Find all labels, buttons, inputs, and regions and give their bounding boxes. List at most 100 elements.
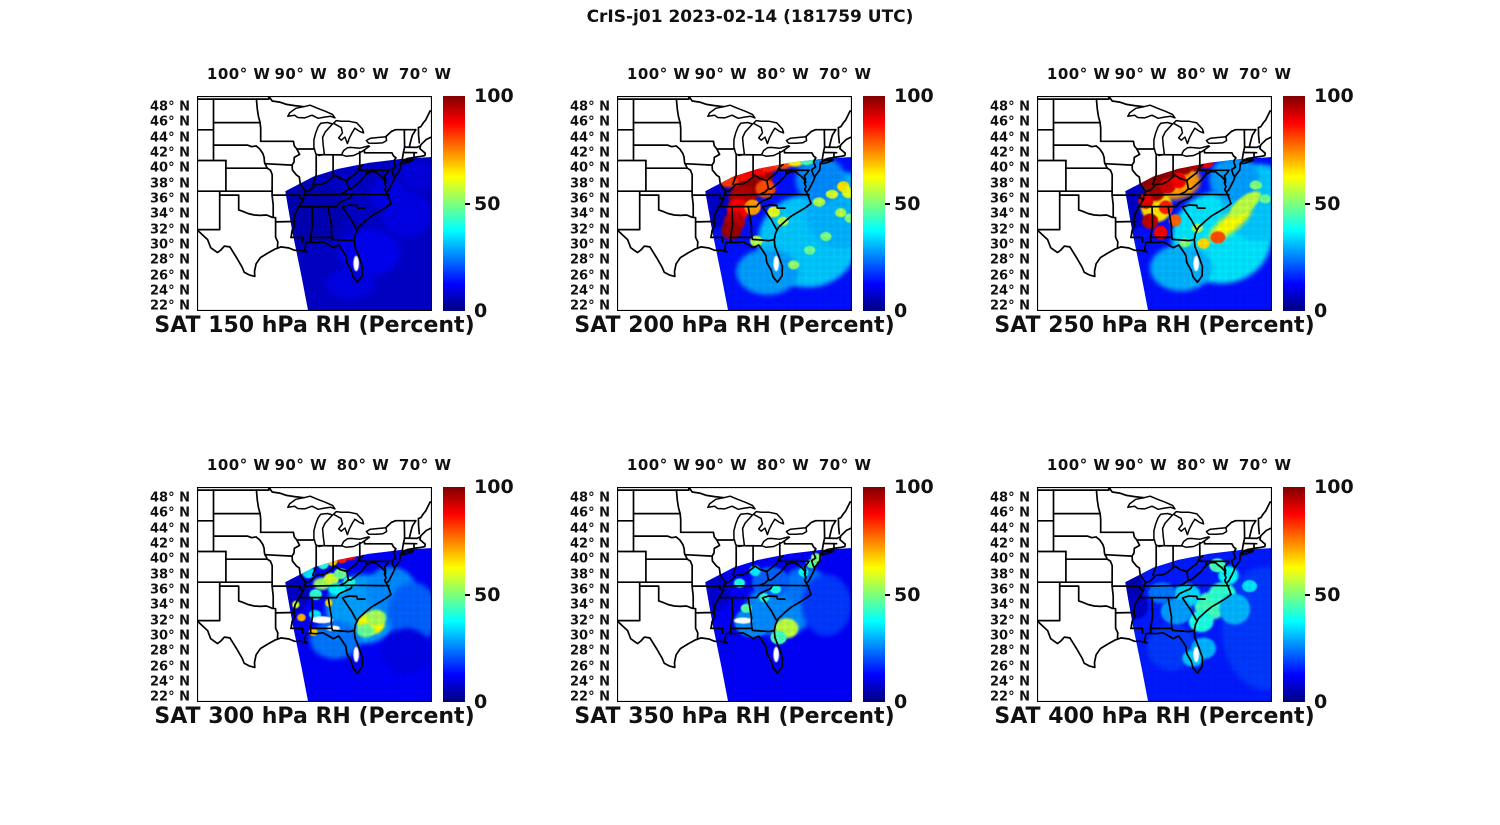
- lat-tick-label: 22° N: [570, 689, 610, 705]
- colorbar-tick-label: 50: [894, 583, 921, 606]
- rh-data-layer: [1125, 155, 1272, 311]
- colorbar-tick-label: 50: [474, 192, 501, 215]
- lat-tick-label: 22° N: [990, 689, 1030, 705]
- colorbar-tick-label: 0: [1314, 691, 1328, 713]
- lat-tick-label: 42° N: [150, 145, 190, 161]
- lon-tick-label: 100° W: [206, 456, 271, 474]
- map-frame: [617, 487, 852, 702]
- rh-data-layer: [705, 155, 852, 311]
- colorbar-mid-tick: [885, 593, 890, 596]
- map-frame: [1037, 487, 1272, 702]
- lat-tick-label: 34° N: [150, 206, 190, 222]
- colorbar-tick-label: 0: [474, 691, 488, 713]
- lat-tick-label: 24° N: [150, 674, 190, 690]
- lat-tick-label: 48° N: [150, 99, 190, 115]
- lat-tick-label: 42° N: [570, 536, 610, 552]
- rh-data-layer: [285, 155, 432, 311]
- lat-tick-label: 36° N: [990, 582, 1030, 598]
- lat-tick-label: 22° N: [150, 298, 190, 314]
- colorbar: [1283, 487, 1305, 702]
- state-borders-layer: [617, 487, 852, 675]
- colorbar-gradient: [863, 96, 885, 311]
- lat-tick-label: 44° N: [150, 521, 190, 536]
- lat-tick-label: 44° N: [990, 521, 1030, 536]
- map-panel-sat-200: 100° W 90° W 80° W 70° W 48° N 46° N 44° N 42° …: [570, 65, 934, 338]
- lat-tick-label: 24° N: [150, 283, 190, 299]
- lat-tick-label: 36° N: [990, 191, 1030, 207]
- lat-tick-label: 48° N: [990, 490, 1030, 506]
- lon-tick-label: 90° W: [1114, 456, 1168, 474]
- colorbar-mid-tick: [885, 202, 890, 205]
- lat-tick-label: 40° N: [570, 160, 610, 176]
- lat-tick-label: 28° N: [570, 252, 610, 268]
- lon-tick-label: 70° W: [1238, 65, 1292, 83]
- lat-tick-label: 30° N: [990, 628, 1030, 644]
- lat-tick-label: 30° N: [990, 237, 1030, 253]
- lat-tick-label: 26° N: [150, 268, 190, 284]
- lon-tick-label: 80° W: [1176, 65, 1230, 83]
- map-panel-sat-400: 100° W 90° W 80° W 70° W 48° N 46° N 44° N 42° …: [990, 456, 1354, 729]
- lat-tick-label: 46° N: [150, 114, 190, 130]
- panel-title-sat-350: SAT 350 hPa RH (Percent): [574, 704, 895, 729]
- map-panel-sat-250: 100° W 90° W 80° W 70° W 48° N 46° N 44° N 42° …: [990, 65, 1354, 338]
- lat-tick-label: 22° N: [150, 689, 190, 705]
- colorbar-tick-label: 50: [1314, 192, 1341, 215]
- lat-tick-label: 40° N: [990, 160, 1030, 176]
- lon-tick-label: 80° W: [336, 456, 390, 474]
- lat-tick-label: 46° N: [570, 114, 610, 130]
- lat-tick-label: 48° N: [990, 99, 1030, 115]
- state-borders-layer: [197, 487, 432, 675]
- lat-tick-label: 30° N: [570, 237, 610, 253]
- rh-map-sat-200: [617, 96, 852, 311]
- colorbar-tick-label: 100: [474, 85, 514, 107]
- panel-title-sat-150: SAT 150 hPa RH (Percent): [154, 313, 475, 338]
- colorbar-mid-tick: [465, 202, 470, 205]
- state-borders-layer: [197, 96, 432, 284]
- lat-tick-label: 32° N: [990, 613, 1030, 629]
- lat-tick-label: 46° N: [990, 114, 1030, 130]
- lon-tick-label: 70° W: [818, 65, 872, 83]
- colorbar-tick-label: 50: [894, 192, 921, 215]
- panel-title-sat-400: SAT 400 hPa RH (Percent): [994, 704, 1315, 729]
- colorbar: [863, 96, 885, 311]
- lat-tick-label: 30° N: [570, 628, 610, 644]
- lon-tick-label: 90° W: [694, 456, 748, 474]
- lat-tick-label: 44° N: [570, 130, 610, 145]
- lat-tick-label: 40° N: [990, 551, 1030, 567]
- lat-tick-label: 24° N: [570, 283, 610, 299]
- state-borders-layer: [1037, 487, 1272, 675]
- map-frame: [197, 487, 432, 702]
- map-panel-sat-300: 100° W 90° W 80° W 70° W 48° N 46° N 44° N 42° …: [150, 456, 514, 729]
- state-borders-layer: [617, 96, 852, 284]
- map-panel-sat-350: 100° W 90° W 80° W 70° W 48° N 46° N 44° N 42° …: [570, 456, 934, 729]
- colorbar-tick-label: 100: [894, 476, 934, 498]
- lat-tick-label: 34° N: [990, 206, 1030, 222]
- map-panel-sat-150: 100° W 90° W 80° W 70° W 48° N 46° N 44° N 42° …: [150, 65, 514, 338]
- lat-tick-label: 44° N: [990, 130, 1030, 145]
- lon-tick-label: 80° W: [1176, 456, 1230, 474]
- state-borders-layer: [1037, 96, 1272, 284]
- lat-tick-label: 48° N: [570, 99, 610, 115]
- colorbar-tick-label: 100: [1314, 476, 1354, 498]
- colorbar-gradient: [863, 487, 885, 702]
- lon-tick-label: 80° W: [756, 65, 810, 83]
- lat-tick-label: 22° N: [990, 298, 1030, 314]
- map-frame: [1037, 96, 1272, 311]
- lat-tick-label: 36° N: [150, 191, 190, 207]
- lat-tick-label: 38° N: [150, 567, 190, 582]
- lat-tick-label: 26° N: [570, 659, 610, 675]
- colorbar-tick-label: 0: [474, 300, 488, 322]
- lat-tick-label: 28° N: [990, 643, 1030, 659]
- lat-tick-label: 24° N: [990, 283, 1030, 299]
- colorbar-gradient: [443, 96, 465, 311]
- lat-tick-label: 42° N: [990, 536, 1030, 552]
- lat-tick-label: 40° N: [150, 551, 190, 567]
- rh-map-sat-350: [617, 487, 852, 702]
- lat-tick-label: 34° N: [150, 597, 190, 613]
- lon-tick-label: 100° W: [206, 65, 271, 83]
- lon-tick-label: 70° W: [398, 65, 452, 83]
- colorbar: [443, 487, 465, 702]
- lon-tick-label: 90° W: [274, 456, 328, 474]
- lat-tick-label: 28° N: [990, 252, 1030, 268]
